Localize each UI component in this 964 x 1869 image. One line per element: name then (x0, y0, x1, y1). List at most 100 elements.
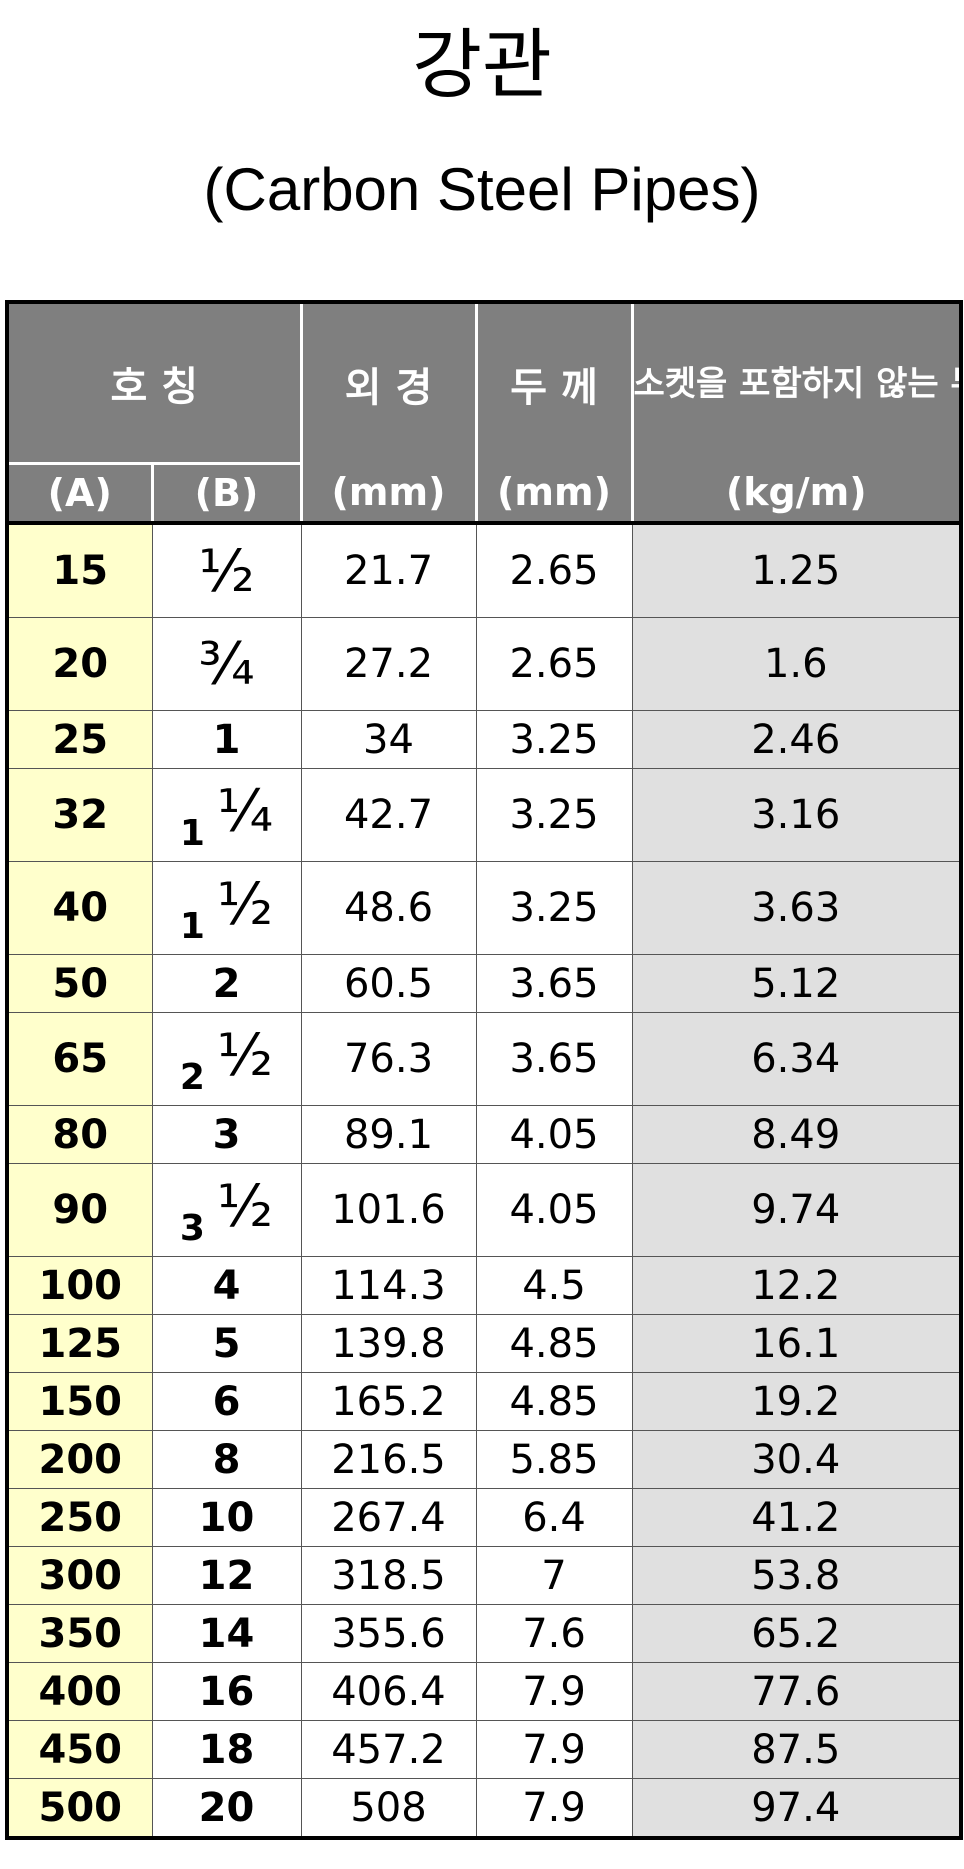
cell-weight: 9.74 (631, 1163, 962, 1257)
cell-size-b: 18 (151, 1720, 302, 1779)
cell-weight: 19.2 (631, 1372, 962, 1431)
table-row: 50 2 60.5 3.65 5.12 (6, 954, 962, 1013)
size-b-fraction: ½ (198, 537, 255, 605)
table-row: 32 1 ¼ 42.7 3.25 3.16 (6, 768, 962, 862)
cell-outer-diameter: 21.7 (300, 522, 477, 618)
cell-size-b: 6 (151, 1372, 302, 1431)
cell-thickness: 4.5 (475, 1256, 633, 1315)
table-row: 65 2 ½ 76.3 3.65 6.34 (6, 1012, 962, 1106)
size-b-whole: 4 (212, 1262, 241, 1309)
pipe-spec-table: 호 칭 외 경 두 께 소켓을 포함하지 않는 무게 (A) (B) (mm) … (5, 300, 963, 1840)
cell-size-a: 300 (6, 1546, 153, 1605)
cell-size-b: ¾ (151, 617, 302, 711)
table-row: 150 6 165.2 4.85 19.2 (6, 1372, 962, 1431)
cell-weight: 65.2 (631, 1604, 962, 1663)
table-row: 40 1 ½ 48.6 3.25 3.63 (6, 861, 962, 955)
cell-outer-diameter: 406.4 (300, 1662, 477, 1721)
cell-size-a: 400 (6, 1662, 153, 1721)
size-b-whole: 20 (198, 1784, 255, 1831)
cell-size-a: 200 (6, 1430, 153, 1489)
size-b-whole: 10 (198, 1494, 255, 1541)
cell-weight: 77.6 (631, 1662, 962, 1721)
cell-size-b: 1 (151, 710, 302, 769)
cell-outer-diameter: 34 (300, 710, 477, 769)
cell-size-a: 32 (6, 768, 153, 862)
cell-outer-diameter: 139.8 (300, 1314, 477, 1373)
size-b-whole: 3 (179, 1207, 205, 1249)
cell-outer-diameter: 60.5 (300, 954, 477, 1013)
size-b-whole: 1 (179, 905, 205, 947)
page-title: 강관 (412, 20, 552, 109)
cell-weight: 16.1 (631, 1314, 962, 1373)
size-b-whole: 16 (198, 1668, 255, 1715)
cell-thickness: 7.9 (475, 1778, 633, 1839)
size-b-whole: 5 (212, 1320, 241, 1367)
cell-weight: 1.25 (631, 522, 962, 618)
cell-outer-diameter: 101.6 (300, 1163, 477, 1257)
cell-size-a: 80 (6, 1105, 153, 1164)
table-row: 250 10 267.4 6.4 41.2 (6, 1488, 962, 1547)
cell-thickness: 3.25 (475, 710, 633, 769)
table-row: 15 ½ 21.7 2.65 1.25 (6, 522, 962, 618)
cell-size-b: 10 (151, 1488, 302, 1547)
size-b-whole: 2 (179, 1056, 205, 1098)
cell-thickness: 3.25 (475, 768, 633, 862)
cell-weight: 97.4 (631, 1778, 962, 1839)
table-row: 450 18 457.2 7.9 87.5 (6, 1720, 962, 1779)
header-nominal: 호 칭 (7, 302, 303, 465)
cell-size-a: 125 (6, 1314, 153, 1373)
page-subtitle: (Carbon Steel Pipes) (203, 156, 761, 223)
cell-size-a: 20 (6, 617, 153, 711)
cell-weight: 53.8 (631, 1546, 962, 1605)
cell-size-b: 5 (151, 1314, 302, 1373)
header-weight: 소켓을 포함하지 않는 무게 (632, 302, 961, 464)
header-unit-od: (mm) (301, 463, 478, 525)
cell-weight: 3.16 (631, 768, 962, 862)
cell-size-a: 90 (6, 1163, 153, 1257)
cell-thickness: 3.65 (475, 1012, 633, 1106)
table-row: 80 3 89.1 4.05 8.49 (6, 1105, 962, 1164)
cell-outer-diameter: 27.2 (300, 617, 477, 711)
size-b-whole: 6 (212, 1378, 241, 1425)
cell-weight: 41.2 (631, 1488, 962, 1547)
cell-outer-diameter: 42.7 (300, 768, 477, 862)
cell-thickness: 4.05 (475, 1105, 633, 1164)
size-b-fraction: ½ (216, 1020, 274, 1089)
header-unit-a: (A) (7, 463, 154, 525)
cell-weight: 2.46 (631, 710, 962, 769)
cell-thickness: 7 (475, 1546, 633, 1605)
size-b-whole: 18 (198, 1726, 255, 1773)
cell-thickness: 6.4 (475, 1488, 633, 1547)
cell-weight: 3.63 (631, 861, 962, 955)
table-row: 300 12 318.5 7 53.8 (6, 1546, 962, 1605)
cell-size-b: 8 (151, 1430, 302, 1489)
cell-size-a: 15 (6, 522, 153, 618)
cell-size-a: 250 (6, 1488, 153, 1547)
header-thickness: 두 께 (476, 302, 634, 464)
cell-size-b: 12 (151, 1546, 302, 1605)
cell-weight: 1.6 (631, 617, 962, 711)
cell-outer-diameter: 355.6 (300, 1604, 477, 1663)
table-row: 100 4 114.3 4.5 12.2 (6, 1256, 962, 1315)
header-unit-weight: (kg/m) (632, 463, 961, 525)
cell-thickness: 3.25 (475, 861, 633, 955)
cell-thickness: 5.85 (475, 1430, 633, 1489)
cell-size-b: 16 (151, 1662, 302, 1721)
cell-size-b: 4 (151, 1256, 302, 1315)
cell-size-a: 500 (6, 1778, 153, 1839)
cell-size-a: 25 (6, 710, 153, 769)
size-b-fraction: ½ (216, 869, 274, 938)
table-row: 400 16 406.4 7.9 77.6 (6, 1662, 962, 1721)
size-b-whole: 14 (198, 1610, 255, 1657)
cell-weight: 30.4 (631, 1430, 962, 1489)
size-b-whole: 2 (212, 960, 241, 1007)
cell-weight: 5.12 (631, 954, 962, 1013)
cell-size-a: 100 (6, 1256, 153, 1315)
cell-size-a: 350 (6, 1604, 153, 1663)
cell-size-b: 20 (151, 1778, 302, 1839)
cell-size-b: 3 (151, 1105, 302, 1164)
cell-outer-diameter: 76.3 (300, 1012, 477, 1106)
